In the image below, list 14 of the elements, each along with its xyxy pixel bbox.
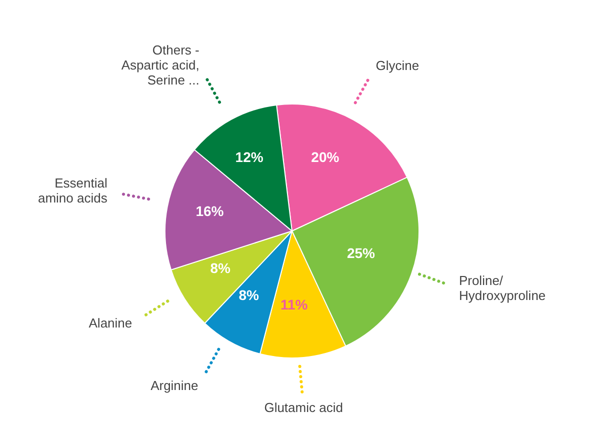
data-label: 20% bbox=[311, 149, 340, 166]
slice-label: Alanine bbox=[88, 316, 132, 331]
slice-label: Glycine bbox=[376, 58, 420, 73]
slice-label: Others - Aspartic acid, Serine ... bbox=[121, 42, 200, 88]
legend-label: Essential amino acids bbox=[38, 176, 108, 206]
slice-label: Proline/ Hydroxyproline bbox=[458, 273, 546, 304]
data-label: 16% bbox=[196, 202, 224, 219]
slice-label: Arginine bbox=[150, 378, 198, 394]
data-label: 12% bbox=[235, 148, 264, 165]
data-label: 8% bbox=[210, 260, 232, 276]
data-label: 8% bbox=[238, 286, 260, 303]
data-label: 11% bbox=[280, 296, 308, 312]
data-label: 25% bbox=[346, 244, 376, 261]
slice-label: Glutamic acid bbox=[264, 400, 343, 416]
